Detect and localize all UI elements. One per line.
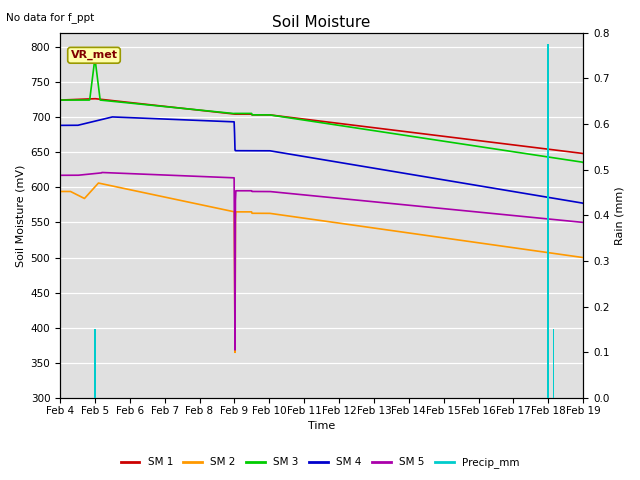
X-axis label: Time: Time: [308, 421, 335, 432]
Bar: [547, 44, 549, 398]
Text: No data for f_ppt: No data for f_ppt: [6, 12, 95, 23]
Legend: SM 1, SM 2, SM 3, SM 4, SM 5, Precip_mm: SM 1, SM 2, SM 3, SM 4, SM 5, Precip_mm: [116, 453, 524, 472]
Y-axis label: Rain (mm): Rain (mm): [615, 186, 625, 245]
Y-axis label: Soil Moisture (mV): Soil Moisture (mV): [15, 164, 25, 266]
Bar: [94, 329, 96, 398]
Bar: [553, 329, 554, 398]
Title: Soil Moisture: Soil Moisture: [273, 15, 371, 30]
Text: VR_met: VR_met: [70, 50, 118, 60]
